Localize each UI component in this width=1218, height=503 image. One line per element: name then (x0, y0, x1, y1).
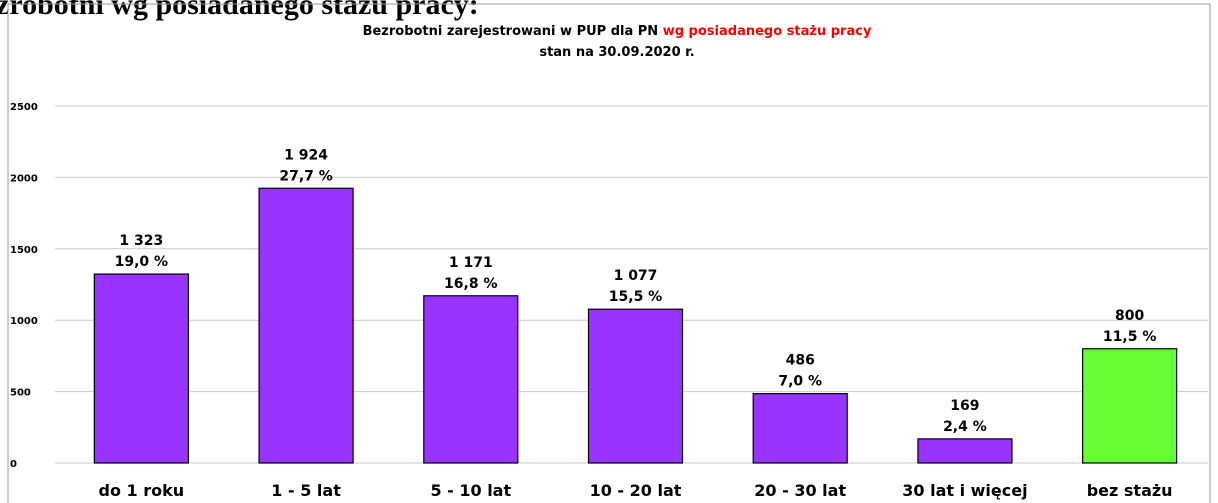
bar (752, 392, 848, 464)
y-tick-label: 2000 (10, 173, 38, 184)
title-main: Bezrobotni zarejestrowani w PUP dla PN (363, 24, 659, 39)
value-label: 1 077 (614, 268, 658, 284)
y-tick-label: 1500 (10, 245, 38, 256)
value-label: 1 171 (449, 255, 493, 271)
percent-label: 15,5 % (609, 289, 662, 305)
percent-label: 7,0 % (778, 374, 822, 390)
bar (423, 295, 519, 464)
percent-label: 27,7 % (279, 168, 332, 184)
heading: zrobotni wg posiadanego stażu pracy: (0, 0, 479, 21)
value-label: 169 (950, 398, 979, 414)
chart-title: Bezrobotni zarejestrowani w PUP dla PN w… (363, 24, 872, 39)
value-label: 1 924 (284, 147, 328, 163)
y-tick-label: 500 (10, 388, 31, 399)
percent-label: 11,5 % (1103, 329, 1156, 345)
x-tick-label: bez stażu (1087, 481, 1173, 500)
x-tick-label: 30 lat i więcej (902, 481, 1027, 500)
y-tick-label: 1000 (10, 316, 38, 327)
bar (917, 438, 1013, 464)
y-tick-label: 0 (10, 459, 17, 470)
percent-label: 16,8 % (444, 276, 497, 292)
x-tick-label: do 1 roku (99, 481, 185, 500)
chart-frame (7, 3, 1211, 503)
bar (258, 187, 354, 464)
x-tick-label: 1 - 5 lat (271, 481, 341, 500)
percent-label: 19,0 % (115, 254, 168, 270)
x-tick-label: 10 - 20 lat (590, 481, 682, 500)
bar (93, 273, 189, 464)
value-label: 800 (1115, 308, 1144, 324)
percent-label: 2,4 % (943, 419, 987, 435)
x-tick-label: 5 - 10 lat (430, 481, 511, 500)
value-label: 1 323 (119, 233, 163, 249)
chart-subtitle: stan na 30.09.2020 r. (539, 45, 694, 60)
title-highlight: wg posiadanego stażu pracy (663, 24, 872, 39)
x-tick-label: 20 - 30 lat (754, 481, 846, 500)
bar (587, 308, 684, 464)
y-tick-label: 2500 (10, 102, 38, 113)
bar (1082, 348, 1178, 464)
value-label: 486 (786, 353, 815, 369)
